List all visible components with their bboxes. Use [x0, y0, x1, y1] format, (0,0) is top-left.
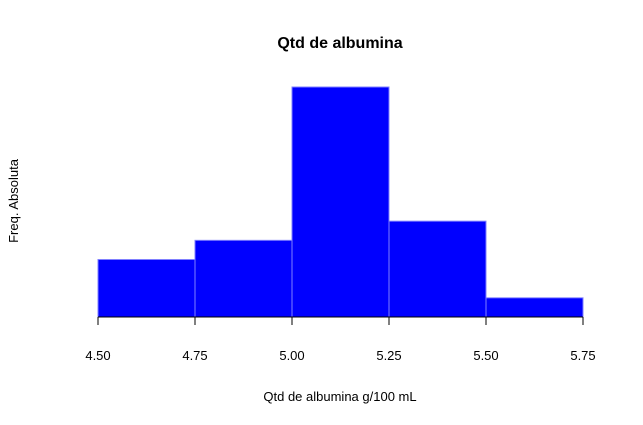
histogram-bar-3 [291, 86, 390, 318]
histogram-bar-4 [388, 220, 487, 318]
histogram-bar-2 [194, 239, 293, 318]
x-tick-label-6: 5.75 [570, 348, 595, 363]
histogram-bar-1 [97, 259, 196, 318]
x-tick-label-3: 5.00 [279, 348, 304, 363]
y-axis-label: Freq. Absoluta [6, 158, 21, 243]
x-tick-label-4: 5.25 [376, 348, 401, 363]
histogram-bar-5 [485, 297, 584, 318]
x-axis-label: Qtd de albumina g/100 mL [263, 389, 416, 404]
x-tick-label-1: 4.50 [85, 348, 110, 363]
x-tick-label-2: 4.75 [182, 348, 207, 363]
x-axis: 4.50 4.75 5.00 5.25 5.50 5.75 [85, 316, 596, 363]
bars-group [97, 86, 584, 318]
chart-title: Qtd de albumina [277, 35, 402, 52]
x-tick-label-5: 5.50 [473, 348, 498, 363]
